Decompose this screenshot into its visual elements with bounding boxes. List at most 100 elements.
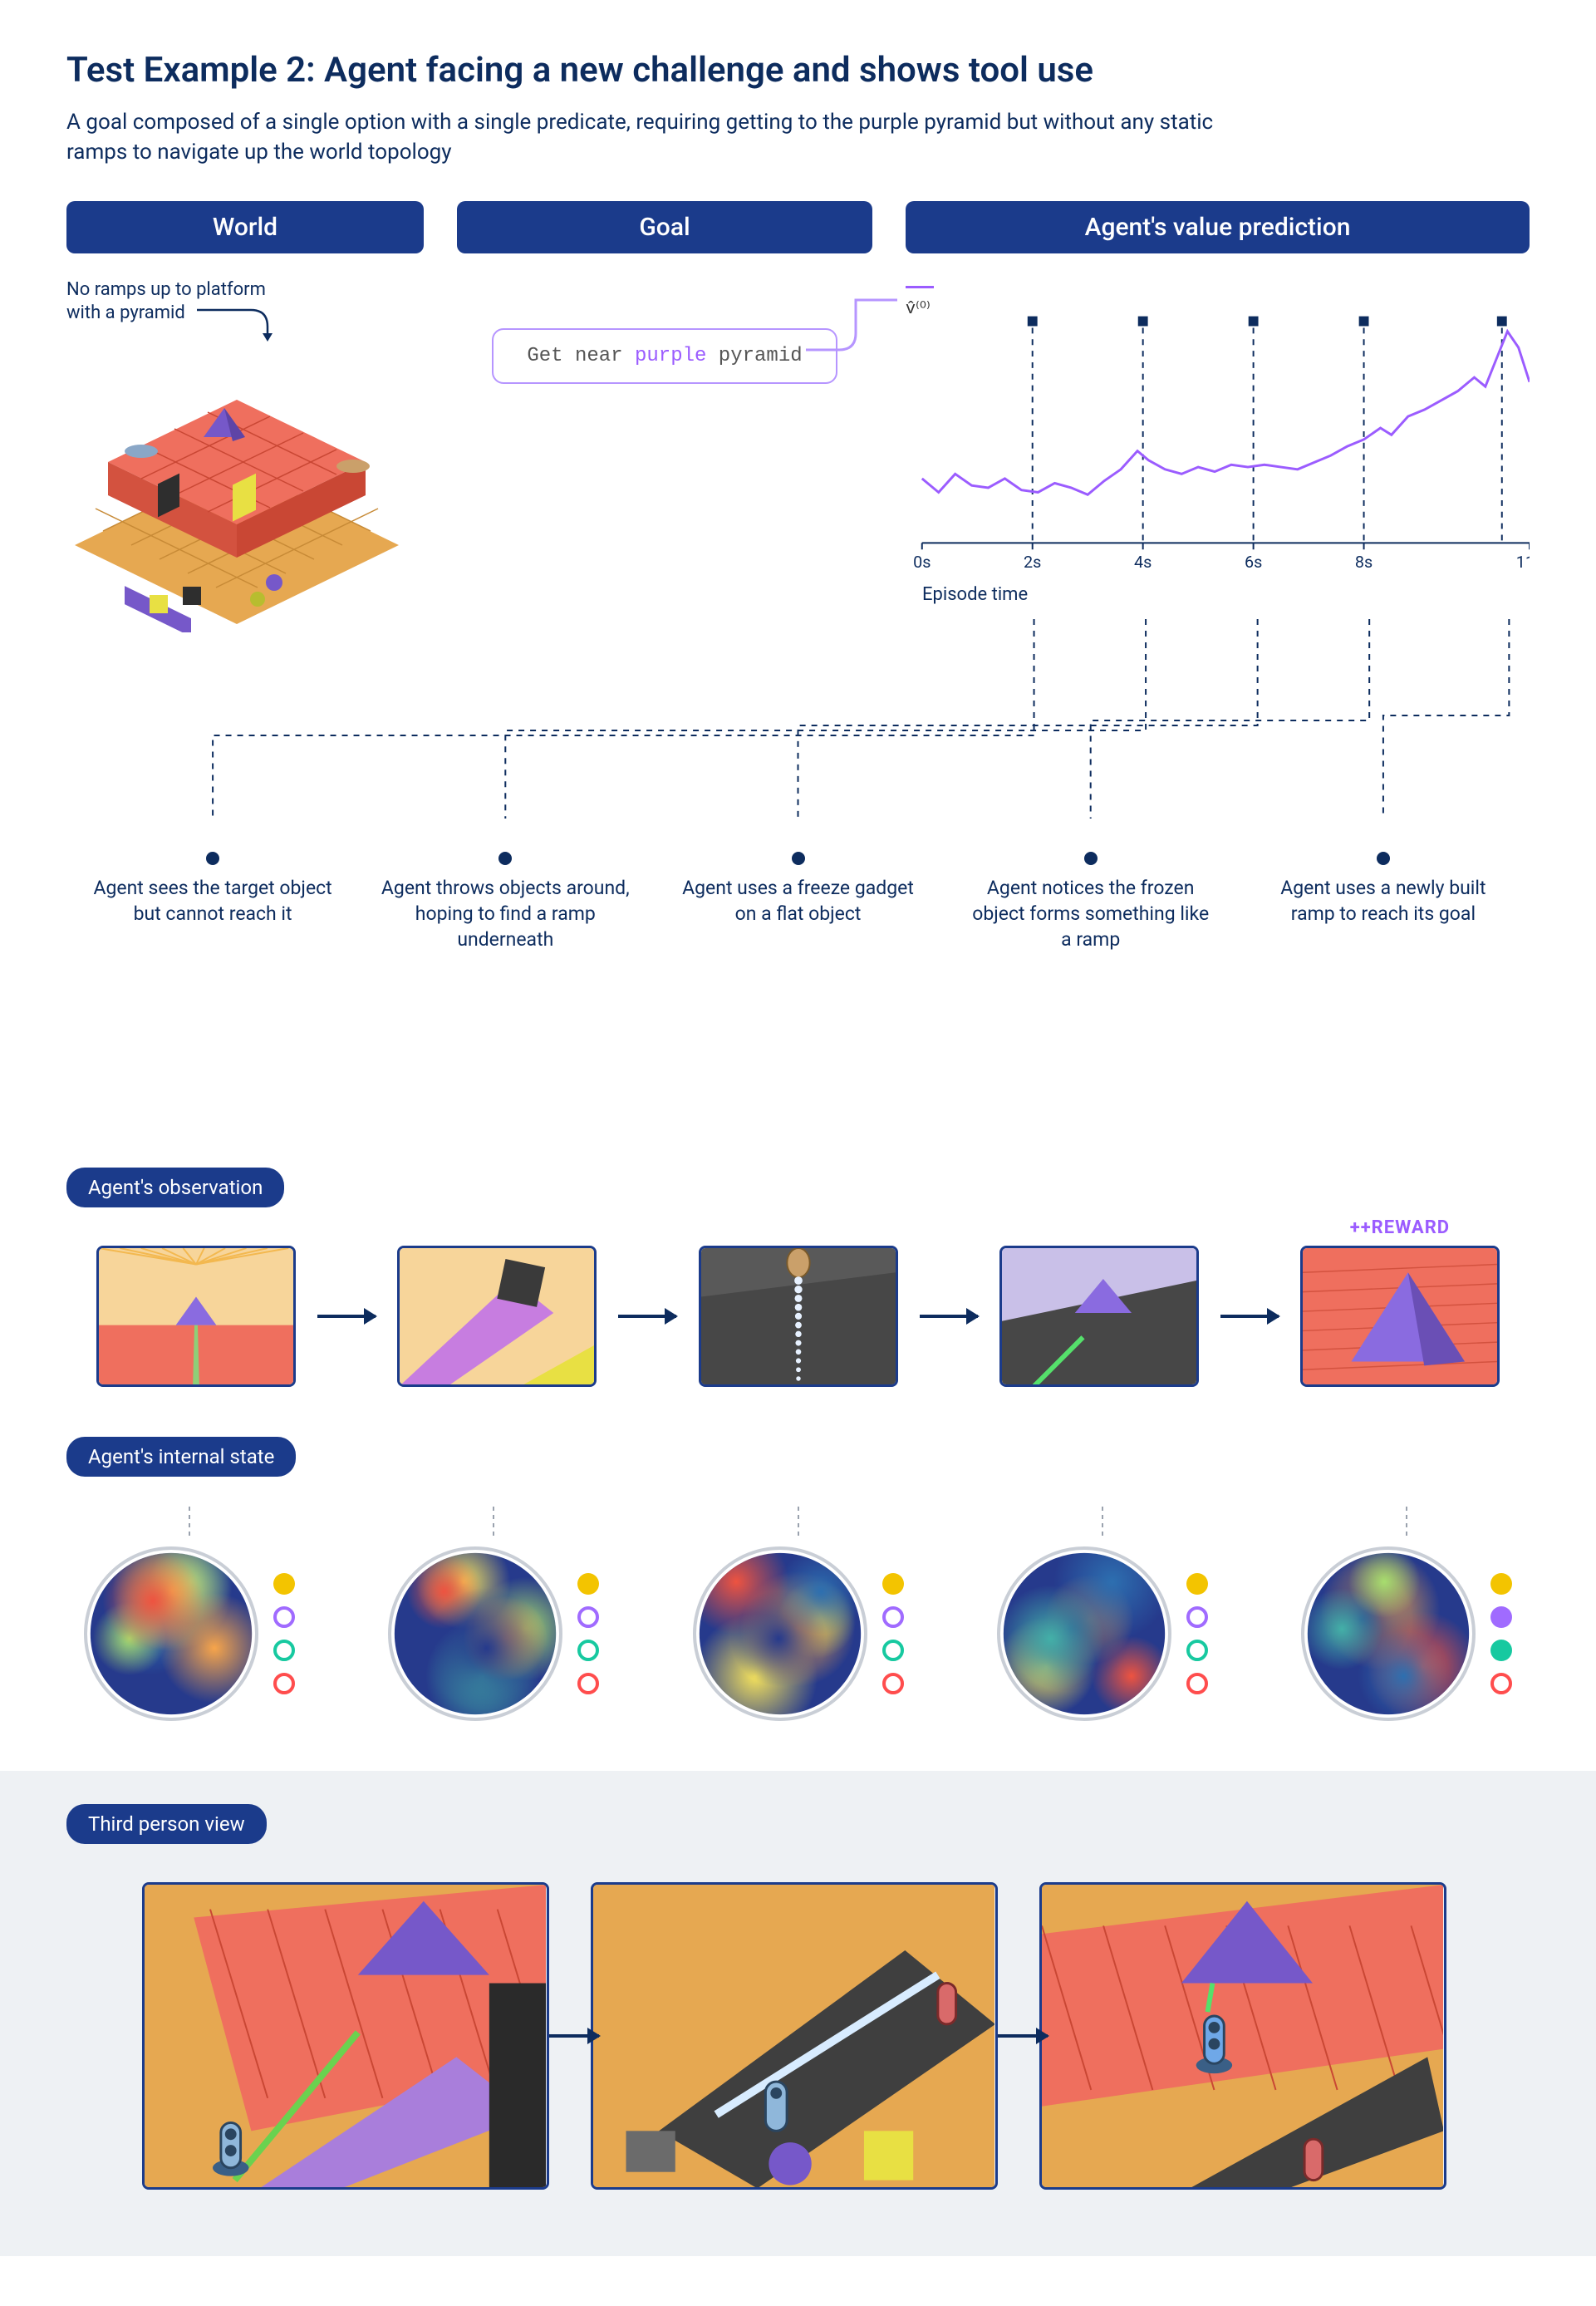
timeline-dot-icon: [206, 852, 219, 865]
svg-text:8s: 8s: [1355, 553, 1373, 572]
reward-tag: ++REWARD: [1350, 1217, 1450, 1238]
state-indicator-dot: [1490, 1640, 1512, 1661]
timeline-annotations: Agent sees the target object but cannot …: [66, 852, 1530, 1168]
internal-state-heatmap: [693, 1546, 867, 1721]
internal-state-frame: [980, 1507, 1225, 1721]
third-person-frame: [1039, 1882, 1455, 2190]
state-indicator-dot: [273, 1573, 295, 1595]
page-title: Test Example 2: Agent facing a new chall…: [66, 50, 1530, 91]
state-indicator-dot: [1186, 1606, 1208, 1628]
goal-predicate-box: Get near purple pyramid: [492, 328, 837, 384]
timeline-item: Agent uses a freeze gadget on a flat obj…: [674, 852, 923, 927]
observation-section-label: Agent's observation: [66, 1168, 284, 1207]
third-person-section: Third person view: [0, 1771, 1596, 2256]
value-prediction-chart: 0s 2s 4s 6s 8s 11s: [906, 278, 1530, 578]
timeline-text: Agent uses a freeze gadget on a flat obj…: [674, 875, 923, 927]
state-connector-icon: [188, 1507, 191, 1540]
timeline-item: Agent notices the frozen object forms so…: [966, 852, 1215, 952]
state-indicator-dot: [273, 1640, 295, 1661]
svg-text:4s: 4s: [1134, 553, 1152, 572]
third-person-image: [142, 1882, 549, 2190]
timeline-item: Agent sees the target object but cannot …: [88, 852, 337, 927]
state-indicator-column: [1186, 1573, 1208, 1694]
observation-image: [96, 1246, 296, 1387]
internal-state-heatmap: [84, 1546, 258, 1721]
header-goal: Goal: [457, 201, 872, 253]
goal-column: Get near purple pyramid v̂⁽⁰⁾: [457, 278, 872, 637]
observation-frame: ++REWARD: [1270, 1246, 1530, 1387]
internal-state-heatmap: [1301, 1546, 1476, 1721]
timeline-dot-icon: [1377, 852, 1390, 865]
observation-image: [999, 1246, 1199, 1387]
episode-axis-label: Episode time: [922, 584, 1530, 605]
timeline-text: Agent uses a newly built ramp to reach i…: [1259, 875, 1508, 927]
state-connector-icon: [1405, 1507, 1408, 1540]
internal-state-frame: [675, 1507, 921, 1721]
annotation-arrow-icon: [193, 302, 284, 343]
state-indicator-dot: [882, 1640, 904, 1661]
internal-state-heatmap: [388, 1546, 562, 1721]
state-indicator-dot: [273, 1673, 295, 1694]
third-person-image: [591, 1882, 998, 2190]
goal-text-post: pyramid: [706, 345, 802, 367]
observation-frame: [970, 1246, 1229, 1387]
state-indicator-dot: [577, 1573, 599, 1595]
observation-image: [1300, 1246, 1500, 1387]
internal-state-heatmap: [997, 1546, 1171, 1721]
internal-state-row: [66, 1507, 1530, 1721]
goal-text-pre: Get near: [527, 345, 635, 367]
svg-text:11s: 11s: [1516, 553, 1530, 572]
header-world: World: [66, 201, 424, 253]
svg-text:0s: 0s: [913, 553, 931, 572]
state-indicator-column: [273, 1573, 295, 1694]
observation-row: ++REWARD: [66, 1246, 1530, 1387]
goal-text-purple: purple: [635, 345, 706, 367]
state-indicator-dot: [1490, 1606, 1512, 1628]
svg-text:2s: 2s: [1024, 553, 1041, 572]
timeline-item: Agent throws objects around, hoping to f…: [381, 852, 630, 952]
svg-text:6s: 6s: [1245, 553, 1262, 572]
value-chart-column: 0s 2s 4s 6s 8s 11s Episode time: [906, 278, 1530, 637]
internal-state-frame: [371, 1507, 616, 1721]
state-connector-icon: [797, 1507, 800, 1540]
arrow-icon: [549, 2034, 599, 2038]
world-column: No ramps up to platform with a pyramid: [66, 278, 424, 637]
third-person-row: [66, 1882, 1530, 2190]
third-person-frame: [591, 1882, 1006, 2190]
third-person-label: Third person view: [66, 1804, 267, 1844]
state-connector-icon: [492, 1507, 495, 1540]
timeline-text: Agent throws objects around, hoping to f…: [381, 875, 630, 952]
timeline-dot-icon: [1084, 852, 1098, 865]
state-indicator-dot: [1186, 1640, 1208, 1661]
state-indicator-dot: [1186, 1573, 1208, 1595]
state-indicator-dot: [882, 1606, 904, 1628]
state-indicator-dot: [577, 1640, 599, 1661]
internal-state-frame: [1284, 1507, 1530, 1721]
third-person-image: [1039, 1882, 1446, 2190]
state-indicator-column: [577, 1573, 599, 1694]
header-value: Agent's value prediction: [906, 201, 1530, 253]
state-indicator-dot: [273, 1606, 295, 1628]
observation-frame: [668, 1246, 927, 1387]
observation-image: [397, 1246, 597, 1387]
observation-frame: [367, 1246, 626, 1387]
timeline-dot-icon: [498, 852, 512, 865]
timeline-item: Agent uses a newly built ramp to reach i…: [1259, 852, 1508, 927]
timeline-connectors: [66, 619, 1530, 835]
state-indicator-dot: [577, 1606, 599, 1628]
third-person-frame: [142, 1882, 557, 2190]
world-isometric-scene: [66, 350, 407, 632]
timeline-text: Agent sees the target object but cannot …: [88, 875, 337, 927]
world-note-line2: with a pyramid: [66, 302, 185, 323]
state-indicator-column: [1490, 1573, 1512, 1694]
state-indicator-dot: [882, 1573, 904, 1595]
internal-state-label: Agent's internal state: [66, 1437, 296, 1477]
observation-frame: [66, 1246, 326, 1387]
state-indicator-dot: [1490, 1573, 1512, 1595]
header-row: World Goal Agent's value prediction: [66, 201, 1530, 253]
internal-state-frame: [66, 1507, 312, 1721]
page-subtitle: A goal composed of a single option with …: [66, 107, 1230, 168]
state-indicator-dot: [1186, 1673, 1208, 1694]
state-indicator-column: [882, 1573, 904, 1694]
arrow-icon: [998, 2034, 1048, 2038]
